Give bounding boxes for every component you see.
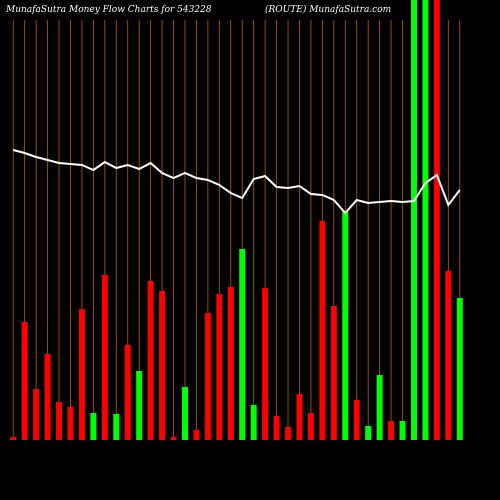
bar <box>56 402 63 440</box>
bar <box>67 407 74 440</box>
bar <box>262 288 269 440</box>
bar <box>376 375 383 440</box>
bar <box>113 414 120 440</box>
bar <box>433 0 440 440</box>
bar <box>147 281 154 440</box>
bar <box>296 394 303 440</box>
bar <box>456 298 463 440</box>
chart-title: MunafaSutra Money Flow Charts for 543228 <box>5 5 212 15</box>
bar <box>227 287 234 440</box>
bar <box>399 421 406 440</box>
bar <box>44 354 51 440</box>
bar <box>307 413 314 440</box>
bar <box>90 413 97 440</box>
bar <box>239 249 246 440</box>
bar <box>319 221 326 440</box>
bar <box>21 322 28 440</box>
bar <box>445 271 452 440</box>
bar <box>136 371 143 440</box>
chart-subtitle: (ROUTE) MunafaSutra.com <box>265 4 391 15</box>
bar <box>342 211 349 440</box>
money-flow-line <box>12 149 461 215</box>
bar <box>78 309 85 440</box>
bar <box>101 275 108 440</box>
bar <box>124 345 131 440</box>
bar <box>273 416 280 440</box>
bar <box>330 306 337 440</box>
bar <box>388 421 395 440</box>
bar <box>410 0 417 440</box>
bar <box>365 426 372 440</box>
bar <box>285 427 292 440</box>
bar <box>204 313 211 440</box>
bar <box>170 437 177 440</box>
bar <box>33 389 40 440</box>
bar <box>216 294 223 440</box>
bar <box>353 400 360 440</box>
bar <box>159 291 166 440</box>
bar <box>422 0 429 440</box>
bar <box>193 430 200 440</box>
bar <box>181 387 188 440</box>
bar <box>10 437 17 440</box>
bar <box>250 405 257 440</box>
